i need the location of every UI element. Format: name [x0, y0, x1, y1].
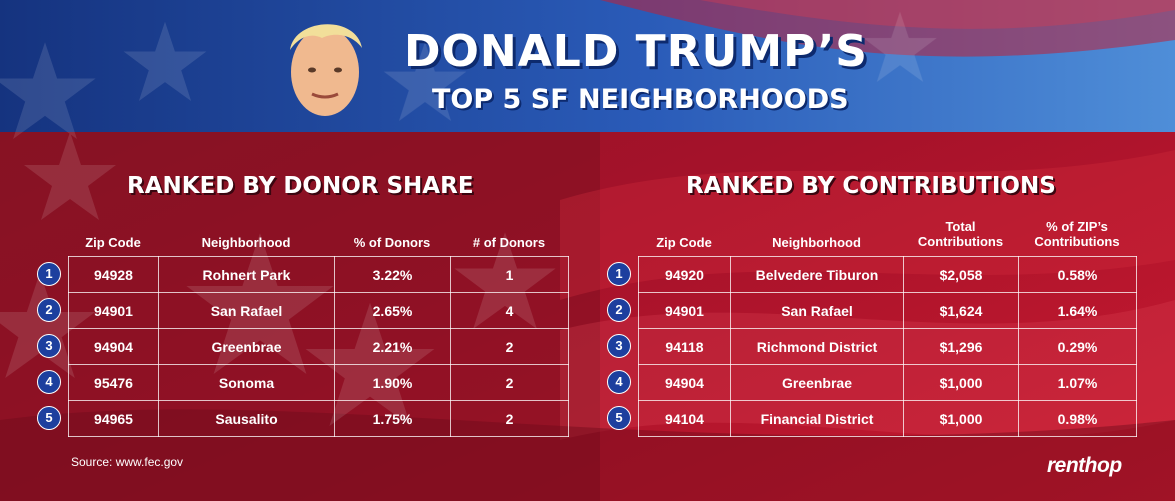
zip-cell: 94904 — [638, 364, 731, 401]
table-row: 94901 San Rafael 2.65% 4 — [68, 292, 569, 329]
contributions-title: RANKED BY CONTRIBUTIONS — [686, 173, 1056, 199]
table-row: 94904 Greenbrae 2.21% 2 — [68, 328, 569, 365]
neighborhood-cell: Belvedere Tiburon — [730, 256, 904, 293]
rank-badge-4: 4 — [37, 370, 61, 394]
rank-badge-5: 5 — [607, 406, 631, 430]
zip-cell: 94118 — [638, 328, 731, 365]
pct-cell: 0.98% — [1018, 400, 1137, 437]
neighborhood-cell: Rohnert Park — [158, 256, 335, 293]
page-subtitle: TOP 5 SF NEIGHBORHOODS — [432, 84, 849, 115]
table-row: 94904 Greenbrae $1,000 1.07% — [638, 364, 1137, 401]
zip-cell: 94920 — [638, 256, 731, 293]
table-row: 94965 Sausalito 1.75% 2 — [68, 400, 569, 437]
total-cell: $2,058 — [903, 256, 1019, 293]
table-row: 94901 San Rafael $1,624 1.64% — [638, 292, 1137, 329]
neighborhood-cell: Greenbrae — [730, 364, 904, 401]
zip-cell: 95476 — [68, 364, 159, 401]
count-cell: 2 — [450, 328, 569, 365]
table-row: 94104 Financial District $1,000 0.98% — [638, 400, 1137, 437]
col-neighborhood: Neighborhood — [772, 235, 861, 250]
pct-cell: 3.22% — [334, 256, 451, 293]
neighborhood-cell: San Rafael — [158, 292, 335, 329]
pct-cell: 1.64% — [1018, 292, 1137, 329]
rank-badge-2: 2 — [37, 298, 61, 322]
zip-cell: 94928 — [68, 256, 159, 293]
count-cell: 4 — [450, 292, 569, 329]
count-cell: 1 — [450, 256, 569, 293]
rank-badge-5: 5 — [37, 406, 61, 430]
total-cell: $1,000 — [903, 400, 1019, 437]
neighborhood-cell: San Rafael — [730, 292, 904, 329]
neighborhood-cell: Sonoma — [158, 364, 335, 401]
rank-badge-2: 2 — [607, 298, 631, 322]
count-cell: 2 — [450, 364, 569, 401]
donor-share-title: RANKED BY DONOR SHARE — [127, 173, 474, 199]
renthop-logo: renthop — [1047, 454, 1122, 477]
table-row: 95476 Sonoma 1.90% 2 — [68, 364, 569, 401]
donor-share-table: 94928 Rohnert Park 3.22% 1 94901 San Raf… — [68, 256, 569, 437]
pct-cell: 0.29% — [1018, 328, 1137, 365]
neighborhood-cell: Richmond District — [730, 328, 904, 365]
count-cell: 2 — [450, 400, 569, 437]
col-zip-pct: % of ZIP’s Contributions — [1034, 219, 1120, 249]
zip-cell: 94104 — [638, 400, 731, 437]
pct-cell: 2.21% — [334, 328, 451, 365]
pct-cell: 1.75% — [334, 400, 451, 437]
col-neighborhood: Neighborhood — [201, 235, 291, 250]
rank-badge-1: 1 — [37, 262, 61, 286]
table-row: 94928 Rohnert Park 3.22% 1 — [68, 256, 569, 293]
col-total-contributions: Total Contributions — [917, 219, 1004, 249]
pct-cell: 1.90% — [334, 364, 451, 401]
neighborhood-cell: Sausalito — [158, 400, 335, 437]
col-zip: Zip Code — [85, 235, 141, 250]
rank-badge-3: 3 — [37, 334, 61, 358]
neighborhood-cell: Financial District — [730, 400, 904, 437]
rank-badge-3: 3 — [607, 334, 631, 358]
page-title: DONALD TRUMP’S — [404, 26, 868, 77]
zip-cell: 94901 — [68, 292, 159, 329]
rank-badge-4: 4 — [607, 370, 631, 394]
source-note: Source: www.fec.gov — [71, 455, 184, 469]
total-cell: $1,000 — [903, 364, 1019, 401]
trump-portrait — [290, 24, 362, 116]
col-num-donors: # of Donors — [472, 235, 546, 250]
table-row: 94118 Richmond District $1,296 0.29% — [638, 328, 1137, 365]
zip-cell: 94901 — [638, 292, 731, 329]
neighborhood-cell: Greenbrae — [158, 328, 335, 365]
pct-cell: 1.07% — [1018, 364, 1137, 401]
total-cell: $1,624 — [903, 292, 1019, 329]
rank-badge-1: 1 — [607, 262, 631, 286]
zip-cell: 94965 — [68, 400, 159, 437]
col-zip: Zip Code — [656, 235, 712, 250]
total-cell: $1,296 — [903, 328, 1019, 365]
contributions-table: 94920 Belvedere Tiburon $2,058 0.58% 949… — [638, 256, 1137, 437]
col-pct-donors: % of Donors — [353, 235, 431, 250]
pct-cell: 2.65% — [334, 292, 451, 329]
pct-cell: 0.58% — [1018, 256, 1137, 293]
zip-cell: 94904 — [68, 328, 159, 365]
table-row: 94920 Belvedere Tiburon $2,058 0.58% — [638, 256, 1137, 293]
